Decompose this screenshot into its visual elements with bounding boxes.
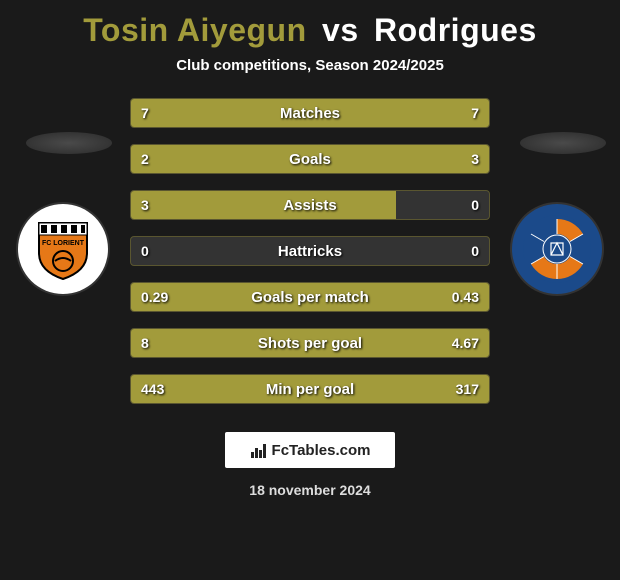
comparison-content: FC LORIENT [0, 98, 620, 404]
stat-label: Matches [131, 99, 489, 127]
stat-label: Shots per goal [131, 329, 489, 357]
stat-row: 443317Min per goal [130, 374, 490, 404]
badge-circle-left: FC LORIENT [18, 204, 108, 294]
stat-label: Goals [131, 145, 489, 173]
club-crest-icon [521, 213, 593, 285]
stat-row: 0.290.43Goals per match [130, 282, 490, 312]
stats-bars: 77Matches 23Goals 30Assists 00Hattricks 0.29… [130, 98, 490, 404]
subtitle: Club competitions, Season 2024/2025 [0, 57, 620, 74]
watermark-text: FcTables.com [272, 442, 371, 459]
stat-label: Assists [131, 191, 489, 219]
stat-row: 00Hattricks [130, 236, 490, 266]
date-text: 18 november 2024 [0, 482, 620, 498]
stat-label: Hattricks [131, 237, 489, 265]
lorient-crest-icon: FC LORIENT [29, 215, 97, 283]
watermark: FcTables.com [225, 432, 395, 468]
badge-shadow-right [520, 132, 606, 154]
stat-row: 23Goals [130, 144, 490, 174]
chart-icon [250, 441, 268, 459]
stat-row: 84.67Shots per goal [130, 328, 490, 358]
player1-name: Tosin Aiyegun [83, 12, 306, 48]
vs-text: vs [322, 12, 359, 48]
comparison-title: Tosin Aiyegun vs Rodrigues [0, 0, 620, 49]
stat-row: 30Assists [130, 190, 490, 220]
stat-row: 77Matches [130, 98, 490, 128]
svg-text:FC LORIENT: FC LORIENT [42, 240, 85, 247]
badge-circle-right [512, 204, 602, 294]
team-badge-left: FC LORIENT [18, 148, 108, 294]
player2-name: Rodrigues [374, 12, 537, 48]
stat-label: Min per goal [131, 375, 489, 403]
team-badge-right [512, 148, 602, 294]
badge-shadow-left [26, 132, 112, 154]
stat-label: Goals per match [131, 283, 489, 311]
